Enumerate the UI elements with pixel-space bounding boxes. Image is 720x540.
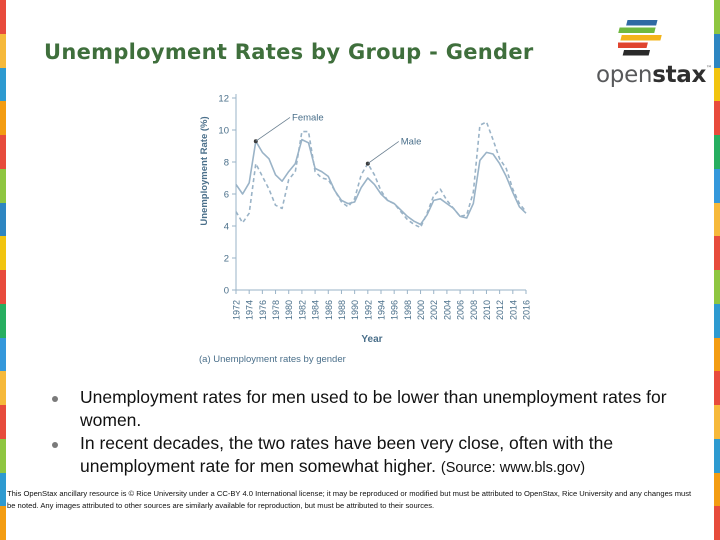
y-tick-label: 0 xyxy=(224,286,229,297)
right-color-stripe xyxy=(714,0,720,540)
y-tick-label: 10 xyxy=(218,126,229,137)
x-tick-label: 2004 xyxy=(442,300,452,320)
stripe-segment xyxy=(714,33,720,68)
y-tick-label: 8 xyxy=(224,158,229,169)
x-tick-label: 1982 xyxy=(297,300,307,320)
bullet-list: Unemployment rates for men used to be lo… xyxy=(48,386,668,480)
chart-caption: (a) Unemployment rates by gender xyxy=(199,354,346,365)
annotation-leader xyxy=(255,117,291,142)
openstax-logo: openstax™ xyxy=(596,18,712,88)
stripe-segment xyxy=(714,472,720,507)
stripe-segment xyxy=(714,405,720,439)
annotation-leader xyxy=(367,141,400,164)
logo-bar xyxy=(618,27,656,33)
stripe-segment xyxy=(714,168,720,203)
x-tick-label: 2000 xyxy=(416,300,426,320)
stripe-segment xyxy=(714,0,720,34)
annotation-label-male: Male xyxy=(401,136,422,147)
x-tick-label: 1978 xyxy=(271,300,281,320)
x-tick-label: 2014 xyxy=(508,300,518,320)
license-footer: This OpenStax ancillary resource is © Ri… xyxy=(7,489,692,511)
source-citation: (Source: www.bls.gov) xyxy=(440,460,586,476)
x-tick-label: 1990 xyxy=(350,300,360,320)
logo-text-bold: stax xyxy=(652,62,707,88)
stripe-segment xyxy=(0,67,6,102)
stripe-segment xyxy=(714,438,720,473)
annotation-label-female: Female xyxy=(292,112,324,123)
stripe-segment xyxy=(714,202,720,237)
series-line-female xyxy=(235,138,527,226)
stripe-segment xyxy=(0,236,6,270)
x-tick-label: 2016 xyxy=(522,300,532,320)
stripe-segment xyxy=(714,135,720,169)
stripe-segment xyxy=(0,270,6,304)
stripe-segment xyxy=(0,337,6,372)
x-tick-label: 1988 xyxy=(337,300,347,320)
logo-text-light: open xyxy=(596,62,653,88)
bullet-item-1: Unemployment rates for men used to be lo… xyxy=(48,386,668,432)
x-tick-label: 1998 xyxy=(403,300,413,320)
x-tick-label: 1984 xyxy=(311,300,321,320)
x-tick-label: 1980 xyxy=(284,300,294,320)
y-tick-label: 4 xyxy=(224,222,229,233)
logo-bar xyxy=(626,20,658,26)
y-tick-label: 6 xyxy=(224,190,229,201)
stripe-segment xyxy=(714,371,720,405)
stripe-segment xyxy=(0,33,6,68)
stripe-segment xyxy=(714,236,720,270)
stripe-segment xyxy=(714,67,720,102)
stripe-segment xyxy=(0,135,6,169)
x-tick-label: 2006 xyxy=(456,300,466,320)
y-tick-label: 2 xyxy=(224,254,229,265)
stripe-segment xyxy=(0,506,6,540)
logo-trademark: ™ xyxy=(706,65,712,72)
x-axis-label: Year xyxy=(361,334,382,345)
series-line-male xyxy=(235,121,527,229)
x-tick-label: 2008 xyxy=(469,300,479,320)
logo-bar xyxy=(622,50,651,56)
x-tick-label: 2012 xyxy=(495,300,505,320)
chart-series xyxy=(235,121,527,229)
y-tick-label: 12 xyxy=(218,94,229,105)
chart-annotations: Female Male xyxy=(253,112,422,166)
y-axis-label: Unemployment Rate (%) xyxy=(199,116,210,225)
slide-title: Unemployment Rates by Group - Gender xyxy=(44,40,534,64)
stripe-segment xyxy=(0,371,6,405)
x-tick-label: 1996 xyxy=(390,300,400,320)
logo-bar xyxy=(620,35,662,41)
left-color-stripe xyxy=(0,0,6,540)
x-tick-label: 1986 xyxy=(324,300,334,320)
stripe-segment xyxy=(714,337,720,372)
x-tick-label: 1992 xyxy=(363,300,373,320)
stripe-segment xyxy=(714,506,720,540)
bullet-text-2: In recent decades, the two rates have be… xyxy=(80,433,614,476)
stripe-segment xyxy=(0,472,6,507)
stripe-segment xyxy=(0,438,6,473)
stripe-segment xyxy=(714,303,720,338)
x-tick-label: 1976 xyxy=(258,300,268,320)
stripe-segment xyxy=(0,0,6,34)
stripe-segment xyxy=(0,101,6,135)
stripe-segment xyxy=(0,168,6,203)
logo-bar xyxy=(618,42,648,48)
bullet-item-2: In recent decades, the two rates have be… xyxy=(48,432,668,480)
stripe-segment xyxy=(714,270,720,304)
stripe-segment xyxy=(0,202,6,237)
book-stack-icon xyxy=(618,20,662,56)
bullet-text-1: Unemployment rates for men used to be lo… xyxy=(80,387,667,430)
x-tick-label: 1974 xyxy=(245,300,255,320)
stripe-segment xyxy=(0,405,6,439)
x-tick-label: 1994 xyxy=(377,300,387,320)
logo-wordmark: openstax™ xyxy=(596,62,712,88)
x-tick-label: 2010 xyxy=(482,300,492,320)
x-tick-label: 2002 xyxy=(429,300,439,320)
x-tick-label: 1972 xyxy=(232,300,242,320)
stripe-segment xyxy=(0,303,6,338)
stripe-segment xyxy=(714,101,720,135)
